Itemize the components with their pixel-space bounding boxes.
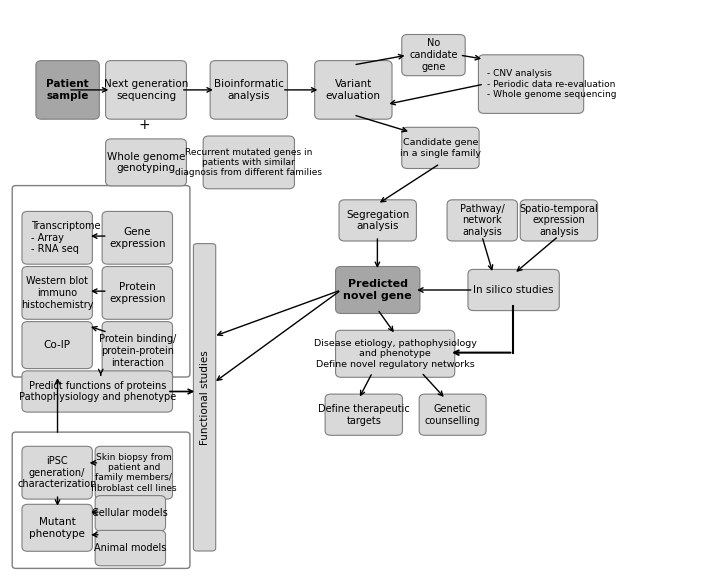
Text: Recurrent mutated genes in
patients with similar
diagnosis from different famili: Recurrent mutated genes in patients with…: [175, 147, 322, 177]
Text: No
candidate
gene: No candidate gene: [409, 38, 457, 72]
Text: Mutant
phenotype: Mutant phenotype: [29, 517, 85, 539]
FancyBboxPatch shape: [419, 394, 486, 435]
Text: Functional studies: Functional studies: [199, 350, 209, 445]
Text: Candidate gene
in a single family: Candidate gene in a single family: [400, 138, 481, 158]
Text: Segregation
analysis: Segregation analysis: [346, 209, 409, 231]
Text: Genetic
counselling: Genetic counselling: [425, 404, 480, 426]
FancyBboxPatch shape: [95, 530, 165, 566]
Text: - CNV analysis
- Periodic data re-evaluation
- Whole genome sequencing: - CNV analysis - Periodic data re-evalua…: [488, 69, 617, 99]
Text: Skin biopsy from
patient and
family members/
fibroblast cell lines: Skin biopsy from patient and family memb…: [91, 452, 177, 493]
FancyBboxPatch shape: [336, 267, 420, 313]
Text: Western blot
immuno
histochemistry: Western blot immuno histochemistry: [21, 276, 93, 310]
FancyBboxPatch shape: [22, 371, 173, 412]
FancyBboxPatch shape: [22, 267, 93, 319]
Text: +: +: [139, 118, 151, 132]
FancyBboxPatch shape: [22, 212, 93, 264]
Text: iPSC
generation/
characterization: iPSC generation/ characterization: [18, 456, 97, 490]
Text: Define therapeutic
targets: Define therapeutic targets: [318, 404, 409, 426]
FancyBboxPatch shape: [22, 504, 93, 551]
FancyBboxPatch shape: [447, 200, 518, 241]
FancyBboxPatch shape: [95, 495, 165, 531]
FancyBboxPatch shape: [22, 321, 93, 369]
Text: Pathway/
network
analysis: Pathway/ network analysis: [460, 204, 505, 237]
Text: Disease etiology, pathophysiology
and phenotype
Define novel regulatory networks: Disease etiology, pathophysiology and ph…: [314, 339, 477, 369]
FancyBboxPatch shape: [402, 128, 479, 168]
Text: Co-IP: Co-IP: [44, 340, 71, 350]
FancyBboxPatch shape: [339, 200, 416, 241]
Text: Bioinformatic
analysis: Bioinformatic analysis: [214, 79, 284, 101]
Text: Transcriptome
- Array
- RNA seq: Transcriptome - Array - RNA seq: [31, 221, 100, 255]
Text: In silico studies: In silico studies: [474, 285, 554, 295]
FancyBboxPatch shape: [105, 139, 187, 186]
FancyBboxPatch shape: [22, 447, 93, 499]
Text: Animal models: Animal models: [94, 543, 167, 553]
FancyBboxPatch shape: [194, 244, 216, 551]
Text: Cellular models: Cellular models: [93, 508, 168, 519]
Text: Gene
expression: Gene expression: [109, 227, 165, 249]
FancyBboxPatch shape: [36, 61, 99, 119]
Text: Protein
expression: Protein expression: [109, 282, 165, 304]
Text: Variant
evaluation: Variant evaluation: [326, 79, 381, 101]
Text: Predict functions of proteins
Pathophysiology and phenotype: Predict functions of proteins Pathophysi…: [18, 380, 176, 403]
Text: Protein binding/
protein-protein
interaction: Protein binding/ protein-protein interac…: [99, 334, 176, 368]
FancyBboxPatch shape: [102, 267, 173, 319]
Text: Predicted
novel gene: Predicted novel gene: [344, 279, 412, 301]
FancyBboxPatch shape: [95, 447, 173, 499]
FancyBboxPatch shape: [336, 330, 455, 377]
Text: Whole genome
genotyping: Whole genome genotyping: [107, 151, 185, 173]
FancyBboxPatch shape: [210, 61, 288, 119]
FancyBboxPatch shape: [402, 35, 465, 76]
Text: Spatio-temporal
expression
analysis: Spatio-temporal expression analysis: [520, 204, 598, 237]
FancyBboxPatch shape: [102, 212, 173, 264]
FancyBboxPatch shape: [468, 269, 559, 311]
FancyBboxPatch shape: [479, 55, 584, 114]
FancyBboxPatch shape: [105, 61, 187, 119]
FancyBboxPatch shape: [203, 136, 294, 189]
FancyBboxPatch shape: [102, 321, 173, 380]
FancyBboxPatch shape: [325, 394, 402, 435]
FancyBboxPatch shape: [315, 61, 392, 119]
Text: Patient
sample: Patient sample: [47, 79, 89, 101]
FancyBboxPatch shape: [520, 200, 597, 241]
Text: Next generation
sequencing: Next generation sequencing: [104, 79, 188, 101]
